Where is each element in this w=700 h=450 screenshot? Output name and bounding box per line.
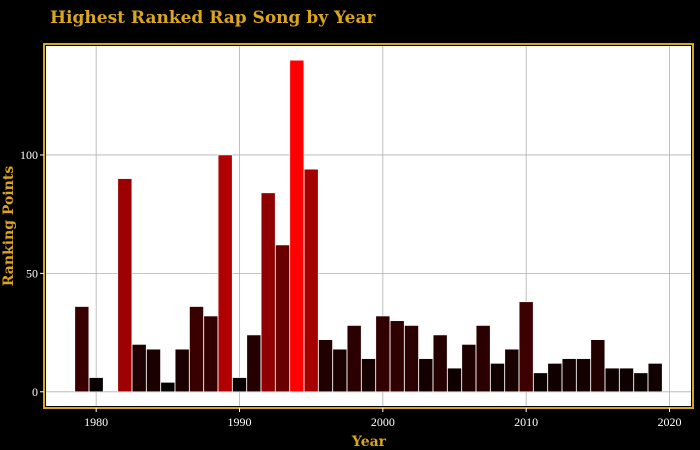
bar-2012 [547, 363, 563, 393]
bar-1995 [303, 168, 319, 393]
x-tick-label: 2010 [514, 415, 538, 429]
x-tick-labels: 1980 1990 2000 2010 2020 [84, 408, 682, 429]
y-axis-title: Ranking Points [1, 166, 17, 287]
x-tick-label: 2020 [658, 415, 682, 429]
bar-1996 [318, 339, 333, 393]
bar-2006 [461, 344, 477, 393]
bar-1980 [88, 377, 104, 393]
bar-2002 [404, 325, 419, 393]
bar-1983 [131, 344, 147, 393]
y-tick-label: 100 [20, 148, 38, 162]
bar-1987 [189, 306, 204, 393]
x-tick-label: 1980 [84, 415, 108, 429]
bar-2011 [533, 372, 548, 393]
y-tick-label: 50 [26, 266, 38, 280]
y-tick-labels: 0 50 100 [20, 148, 44, 399]
bar-1982 [117, 178, 133, 393]
bar-2001 [389, 320, 405, 393]
bar-2010 [518, 301, 534, 393]
chart-title: Highest Ranked Rap Song by Year [50, 8, 377, 28]
bar-2014 [576, 358, 591, 393]
bar-2009 [504, 348, 520, 393]
bar-1990 [232, 377, 247, 393]
x-tick-label: 2000 [371, 415, 395, 429]
bar-1988 [203, 315, 219, 393]
y-tick-label: 0 [32, 385, 38, 399]
bar-1992 [260, 192, 276, 393]
bar-2015 [590, 339, 606, 393]
bars [74, 59, 663, 393]
bar-1999 [361, 358, 376, 393]
bar-2007 [475, 325, 491, 393]
plot-area [46, 46, 691, 406]
bar-2013 [561, 358, 577, 393]
bar-2003 [418, 358, 434, 393]
bar-1994 [289, 59, 305, 393]
bar-2018 [633, 372, 649, 393]
bar-2005 [447, 367, 462, 393]
bar-1984 [146, 348, 161, 393]
bar-1998 [346, 325, 362, 393]
bar-2008 [490, 363, 505, 393]
bar-2019 [647, 363, 663, 393]
bar-1989 [217, 154, 233, 393]
bar-2017 [619, 367, 634, 393]
bar-1997 [332, 348, 348, 393]
x-axis-title: Year [351, 434, 387, 450]
bar-2004 [432, 334, 448, 393]
plot-frame [43, 43, 694, 409]
bar-1991 [246, 334, 262, 393]
bar-1993 [275, 244, 290, 393]
bar-1986 [174, 348, 190, 393]
bar-1985 [160, 382, 176, 393]
x-tick-label: 1990 [228, 415, 252, 429]
bar-1979 [74, 306, 90, 393]
bar-2016 [604, 367, 620, 393]
bar-2000 [375, 315, 391, 393]
